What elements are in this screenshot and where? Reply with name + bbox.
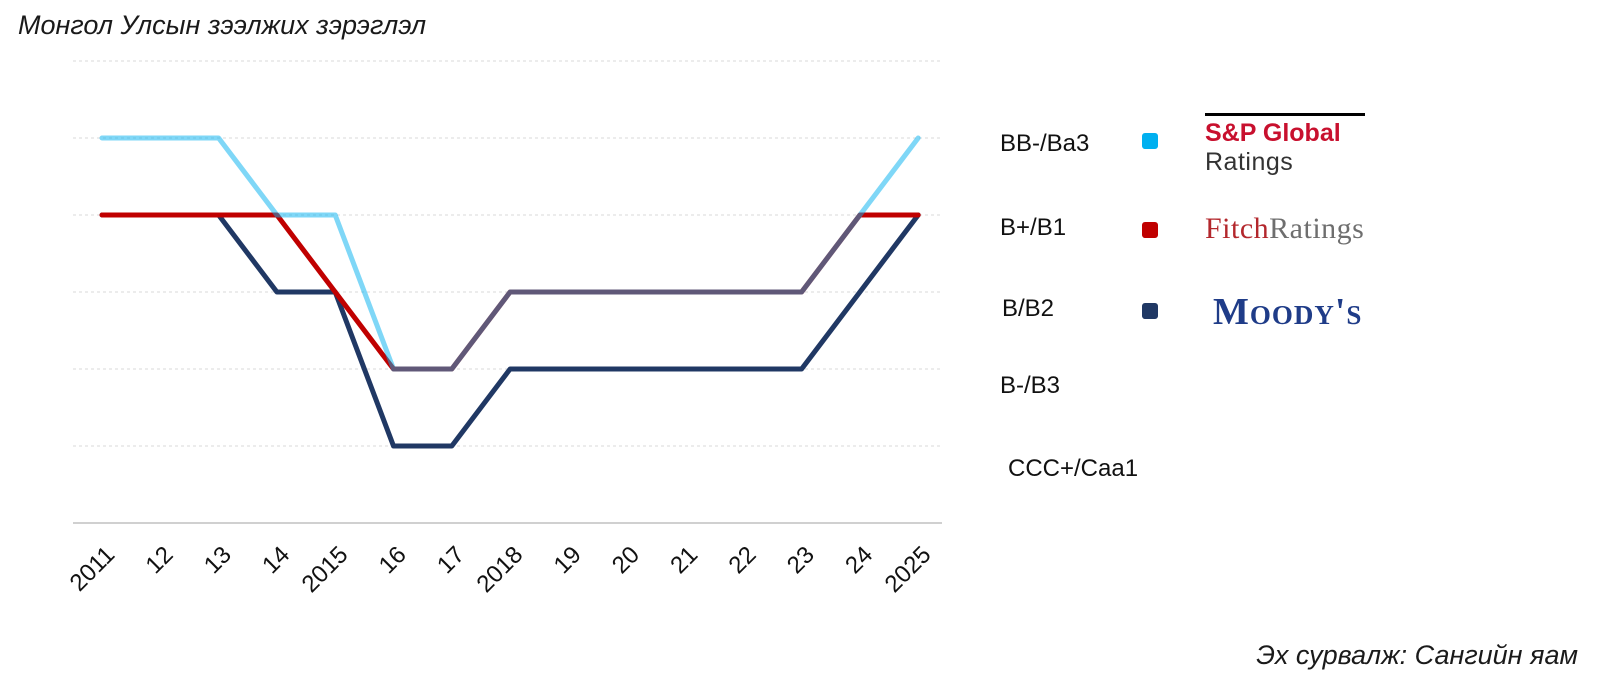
rating-level-label: BB-/Ba3 [1000, 130, 1090, 157]
rating-level-label: CCC+/Caa1 [1008, 455, 1139, 482]
fitch-logo-sub: Ratings [1269, 212, 1365, 245]
fitch-ratings-logo: FitchRatings [1205, 212, 1364, 246]
x-tick-label: 23 [782, 541, 820, 579]
rating-level-label: B-/B3 [1000, 372, 1061, 399]
series-line-moody-s [99, 212, 921, 449]
x-axis-ticks: 2011 12 13 14 2015 16 17 2018 19 20 21 22 23 24 2025 [65, 541, 937, 598]
chart-title: Монгол Улсын зээлжих зэрэглэл [18, 10, 427, 40]
sp-logo-main: S&P Global [1205, 119, 1341, 147]
x-tick-label: 22 [724, 541, 762, 579]
x-tick-label: 2025 [880, 541, 937, 598]
series-line-s-p-global-ratings [99, 135, 921, 372]
sp-global-logo: S&P Global Ratings [1205, 113, 1365, 176]
x-tick-label: 2011 [65, 541, 121, 597]
sp-logo-sub: Ratings [1205, 148, 1294, 176]
x-tick-label: 16 [374, 541, 412, 579]
rating-level-label: B/B2 [1002, 295, 1055, 322]
x-tick-label: 2015 [297, 541, 354, 598]
x-tick-label: 19 [549, 541, 587, 579]
x-tick-label: 12 [141, 541, 179, 579]
legend-swatch-moodys [1142, 303, 1158, 319]
x-tick-label: 17 [432, 541, 470, 579]
legend-swatch-sp [1142, 133, 1158, 149]
x-tick-label: 20 [607, 541, 645, 579]
legend-swatch-fitch [1142, 222, 1158, 238]
rating-level-label: B+/B1 [1000, 214, 1067, 241]
x-tick-label: 2018 [471, 541, 528, 598]
x-tick-label: 13 [199, 541, 237, 579]
series-lines [99, 135, 921, 449]
fitch-logo-main: Fitch [1205, 212, 1270, 245]
x-tick-label: 24 [840, 541, 878, 579]
moodys-logo: Moody's [1213, 291, 1363, 333]
source-note: Эх сурвалж: Сангийн яам [1256, 640, 1578, 670]
x-tick-label: 14 [257, 541, 295, 579]
x-tick-label: 21 [665, 541, 703, 579]
